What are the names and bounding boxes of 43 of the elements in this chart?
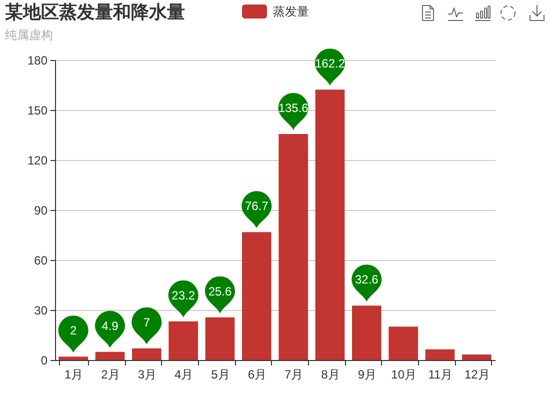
data-label: 162.2	[314, 56, 346, 71]
bar	[242, 232, 272, 360]
bar	[205, 317, 235, 360]
bar	[352, 306, 382, 360]
x-tick-label: 5月	[211, 368, 230, 382]
y-tick-label: 120	[27, 154, 48, 168]
bar	[425, 349, 455, 360]
bar	[278, 134, 308, 360]
bar	[315, 90, 345, 360]
data-label: 23.2	[172, 288, 196, 302]
chart-title: 某地区蒸发量和降水量	[4, 2, 185, 22]
data-label: 32.6	[354, 272, 379, 287]
x-tick-label: 4月	[174, 368, 194, 382]
x-tick-label: 7月	[284, 368, 304, 382]
data-label: 2	[70, 324, 77, 338]
data-label: 25.6	[208, 284, 232, 298]
bar	[132, 348, 162, 360]
bar	[388, 326, 418, 360]
data-label: 7	[143, 315, 150, 330]
bar	[462, 354, 492, 360]
y-tick-label: 0	[40, 354, 48, 368]
x-tick-label: 1月	[64, 368, 84, 382]
x-tick-label: 10月	[391, 368, 417, 382]
x-tick-label: 3月	[138, 368, 157, 382]
y-tick-label: 180	[27, 54, 48, 68]
x-tick-label: 11月	[428, 368, 453, 382]
y-tick-label: 150	[27, 104, 48, 118]
data-label: 135.6	[278, 101, 309, 115]
legend-label: 蒸发量	[273, 4, 309, 18]
y-tick-label: 90	[34, 204, 48, 218]
chart-subtitle: 纯属虚构	[5, 28, 53, 42]
y-tick-label: 30	[34, 304, 48, 318]
bar	[58, 356, 88, 360]
x-tick-label: 9月	[358, 368, 377, 382]
bar	[168, 321, 198, 360]
data-label: 76.7	[244, 199, 269, 214]
x-tick-label: 8月	[321, 368, 340, 382]
data-label: 4.9	[102, 318, 119, 333]
y-tick-label: 60	[34, 254, 48, 268]
x-tick-label: 6月	[248, 368, 267, 382]
bar	[95, 352, 125, 360]
x-tick-label: 2月	[101, 368, 120, 382]
x-tick-label: 12月	[464, 368, 490, 382]
